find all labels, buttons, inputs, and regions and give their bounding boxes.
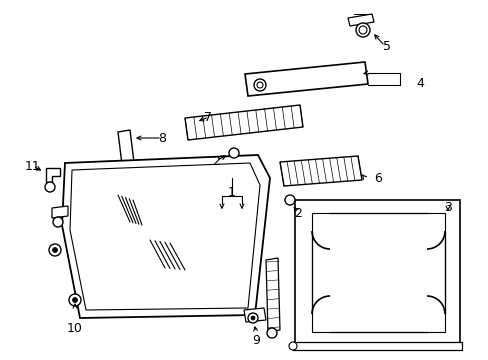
Circle shape <box>250 316 254 320</box>
Polygon shape <box>46 168 60 182</box>
Polygon shape <box>118 130 138 197</box>
Circle shape <box>358 26 366 34</box>
Polygon shape <box>62 155 269 318</box>
Circle shape <box>52 248 58 252</box>
Polygon shape <box>244 308 265 322</box>
Text: 8: 8 <box>158 131 165 144</box>
Polygon shape <box>70 163 260 310</box>
Circle shape <box>69 294 81 306</box>
Circle shape <box>266 328 276 338</box>
Text: 11: 11 <box>25 159 41 172</box>
Polygon shape <box>294 200 459 345</box>
Circle shape <box>228 148 239 158</box>
Text: 10: 10 <box>67 321 83 334</box>
Circle shape <box>49 244 61 256</box>
Circle shape <box>285 195 294 205</box>
Circle shape <box>45 182 55 192</box>
Circle shape <box>257 82 263 88</box>
Text: 4: 4 <box>415 77 423 90</box>
Text: 3: 3 <box>443 201 451 213</box>
Polygon shape <box>52 206 68 218</box>
Polygon shape <box>292 342 461 350</box>
Circle shape <box>72 297 77 302</box>
Text: 6: 6 <box>373 171 381 185</box>
Polygon shape <box>244 62 367 96</box>
Circle shape <box>53 217 63 227</box>
Text: 9: 9 <box>251 333 260 346</box>
Text: 2: 2 <box>212 154 220 167</box>
Text: 5: 5 <box>382 40 390 53</box>
Polygon shape <box>280 156 361 186</box>
Polygon shape <box>311 213 444 332</box>
Circle shape <box>355 23 369 37</box>
Circle shape <box>288 342 296 350</box>
Text: 7: 7 <box>203 111 212 123</box>
Polygon shape <box>265 258 280 332</box>
Text: 1: 1 <box>227 185 235 198</box>
Circle shape <box>247 313 258 323</box>
Polygon shape <box>347 14 373 26</box>
Polygon shape <box>184 105 303 140</box>
Circle shape <box>253 79 265 91</box>
Text: 2: 2 <box>293 207 301 220</box>
